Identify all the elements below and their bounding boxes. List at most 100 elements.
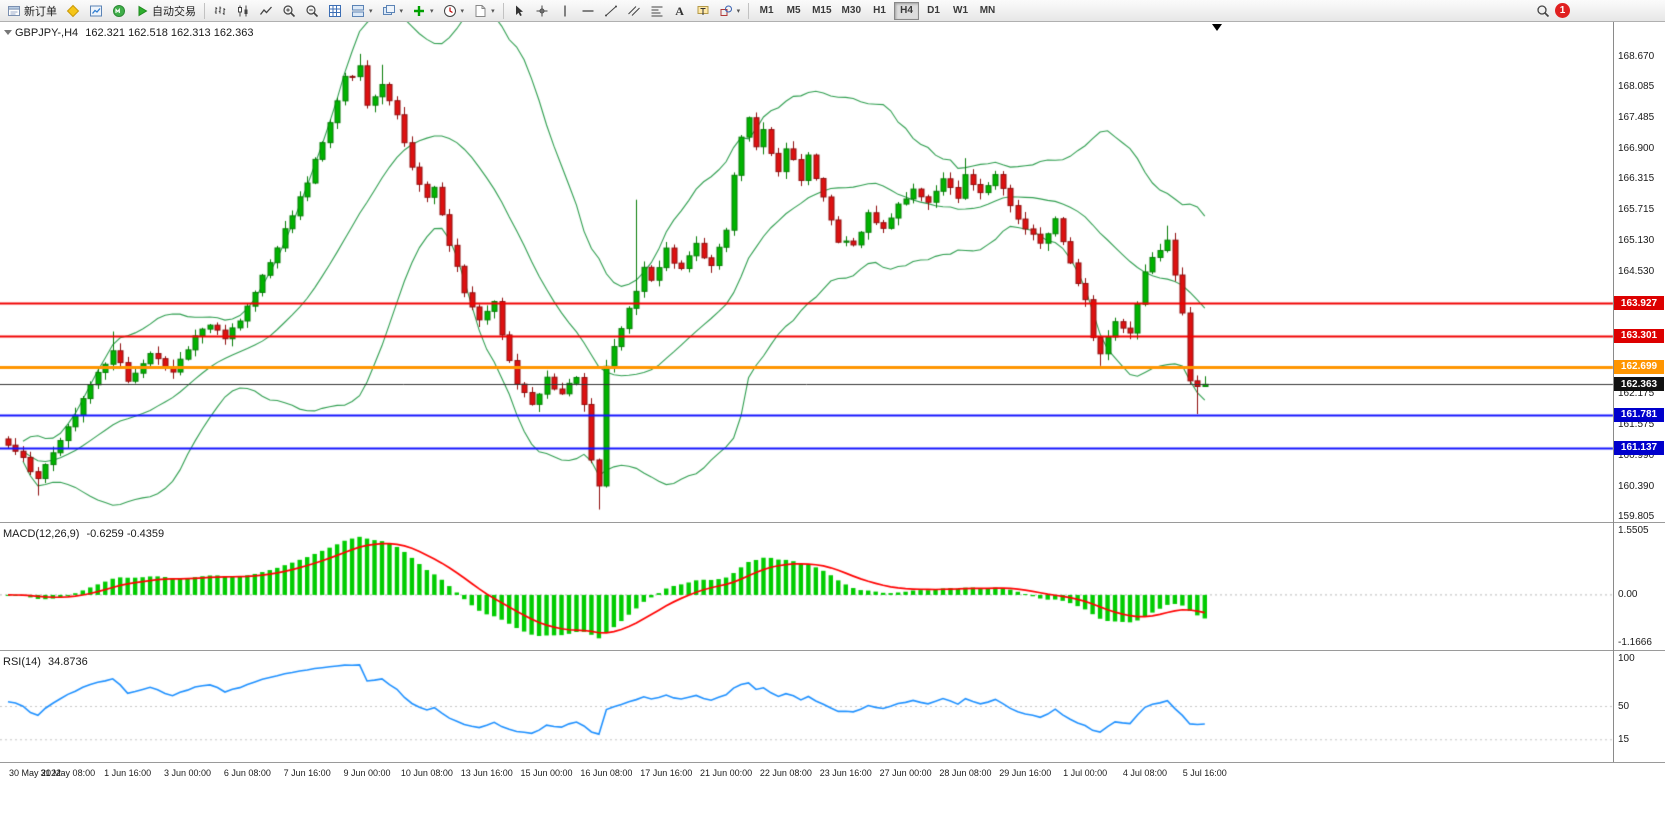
dropdown-caret: ▾ bbox=[736, 7, 741, 15]
templates-icon bbox=[475, 4, 486, 17]
search-button[interactable] bbox=[1532, 1, 1554, 21]
periods-clock-icon bbox=[443, 4, 456, 17]
trendline-icon bbox=[604, 5, 617, 16]
chart-shift-marker-icon[interactable] bbox=[1212, 24, 1222, 31]
shapes-button[interactable]: ▾ bbox=[715, 1, 745, 21]
time-axis-label: 29 Jun 16:00 bbox=[999, 768, 1052, 778]
timeframe-button-m15[interactable]: M15 bbox=[812, 5, 832, 16]
metaeditor-icon bbox=[66, 4, 80, 17]
tile-windows-button[interactable]: ▾ bbox=[347, 1, 377, 21]
dropdown-caret: ▾ bbox=[369, 7, 373, 15]
mql5-icon bbox=[113, 4, 125, 17]
templates-button[interactable]: ▾ bbox=[469, 1, 499, 21]
time-axis-label: 16 Jun 08:00 bbox=[580, 768, 633, 778]
zoom-out-button[interactable] bbox=[301, 1, 323, 21]
dropdown-caret: ▾ bbox=[460, 7, 465, 15]
time-axis-label: 3 Jun 00:00 bbox=[163, 768, 212, 778]
fibonacci-icon bbox=[651, 6, 663, 16]
time-axis-label: 27 Jun 00:00 bbox=[879, 768, 932, 778]
macd-values: -0.6259 -0.4359 bbox=[86, 528, 165, 540]
time-axis-label: 13 Jun 16:00 bbox=[460, 768, 513, 778]
panel-divider bbox=[0, 762, 1665, 763]
candlestick-chart-button[interactable] bbox=[232, 1, 254, 21]
auto-trading-button[interactable]: 自动交易 bbox=[131, 1, 200, 21]
grid-icon bbox=[329, 4, 341, 17]
add-indicator-button[interactable]: ▾ bbox=[408, 1, 438, 21]
add-indicator-icon bbox=[414, 5, 425, 16]
bar-chart-button[interactable] bbox=[209, 1, 231, 21]
time-axis-label: 23 Jun 16:00 bbox=[819, 768, 872, 778]
timeframe-button-h4[interactable]: H4 bbox=[894, 1, 919, 20]
cascade-windows-button[interactable]: ▾ bbox=[378, 1, 408, 21]
rsi-value: 34.8736 bbox=[47, 656, 88, 668]
zoom-in-icon bbox=[283, 4, 296, 17]
macd-panel-canvas[interactable] bbox=[0, 523, 1665, 650]
zoom-out-icon bbox=[306, 4, 319, 17]
dropdown-caret: ▾ bbox=[399, 7, 404, 15]
cursor-icon bbox=[515, 5, 523, 16]
timeframe-button-d1[interactable]: D1 bbox=[927, 5, 940, 16]
timeframe-group: M1 M5 M15 M30 H1 H4 D1 W1 MN bbox=[753, 1, 1001, 20]
time-axis-label: 21 Jun 00:00 bbox=[700, 768, 753, 778]
toolbar-separator bbox=[502, 2, 504, 19]
dropdown-caret: ▾ bbox=[491, 7, 495, 15]
search-icon bbox=[1537, 4, 1550, 17]
shapes-icon bbox=[720, 5, 732, 16]
timeframe-button-h1[interactable]: H1 bbox=[873, 5, 886, 16]
market-watch-icon bbox=[90, 5, 102, 16]
rsi-label: RSI(14) 34.8736 bbox=[3, 656, 88, 668]
grid-button[interactable] bbox=[324, 1, 346, 21]
timeframe-button-m30[interactable]: M30 bbox=[841, 5, 861, 16]
time-axis-label: 9 Jun 00:00 bbox=[343, 768, 391, 778]
time-axis-label: 1 Jun 16:00 bbox=[104, 768, 152, 778]
time-axis-label: 30 May 2022 bbox=[8, 768, 62, 778]
panel-divider[interactable] bbox=[0, 522, 1665, 523]
notification-badge[interactable]: 1 bbox=[1555, 3, 1570, 18]
metaeditor-button[interactable] bbox=[62, 1, 84, 21]
line-chart-icon bbox=[259, 6, 272, 15]
crosshair-button[interactable] bbox=[531, 1, 553, 21]
timeframe-button-w1[interactable]: W1 bbox=[953, 5, 968, 16]
trendline-button[interactable] bbox=[600, 1, 622, 21]
toolbar: 新订单 自动交易 bbox=[0, 0, 1665, 22]
rsi-panel-canvas[interactable] bbox=[0, 651, 1665, 762]
rsi-name: RSI(14) bbox=[3, 656, 41, 668]
text-button[interactable]: A bbox=[669, 1, 691, 21]
candlestick-chart-icon bbox=[238, 5, 248, 16]
vertical-line-button[interactable] bbox=[554, 1, 576, 21]
toolbar-separator bbox=[748, 2, 750, 19]
time-axis-label: 31 May 08:00 bbox=[40, 768, 96, 778]
symbol-info: GBPJPY-,H4 162.321 162.518 162.313 162.3… bbox=[15, 27, 253, 39]
cursor-button[interactable] bbox=[508, 1, 530, 21]
text-label-icon bbox=[697, 5, 709, 15]
new-order-button[interactable]: 新订单 bbox=[3, 1, 61, 21]
symbol-period-label: GBPJPY-,H4 bbox=[15, 27, 79, 39]
main-chart-canvas[interactable] bbox=[0, 22, 1665, 522]
time-axis-label: 22 Jun 08:00 bbox=[759, 768, 812, 778]
panel-divider[interactable] bbox=[0, 650, 1665, 651]
timeframe-button-m1[interactable]: M1 bbox=[759, 5, 774, 16]
vertical-line-icon bbox=[563, 5, 566, 16]
crosshair-icon bbox=[536, 5, 548, 16]
horizontal-line-button[interactable] bbox=[577, 1, 599, 21]
dropdown-caret: ▾ bbox=[430, 7, 434, 15]
time-axis-label: 10 Jun 08:00 bbox=[400, 768, 453, 778]
cascade-windows-icon bbox=[382, 4, 395, 15]
horizontal-line-icon bbox=[582, 9, 594, 12]
market-watch-button[interactable] bbox=[85, 1, 107, 21]
line-chart-button[interactable] bbox=[255, 1, 277, 21]
fibonacci-button[interactable] bbox=[646, 1, 668, 21]
auto-trading-icon bbox=[138, 5, 148, 16]
chart-area: GBPJPY-,H4 162.321 162.518 162.313 162.3… bbox=[0, 22, 1665, 826]
mql5-button[interactable] bbox=[108, 1, 130, 21]
timeframe-button-mn[interactable]: MN bbox=[979, 5, 996, 16]
text-label-button[interactable] bbox=[692, 1, 714, 21]
channel-button[interactable] bbox=[623, 1, 645, 21]
one-click-trading-toggle-icon[interactable] bbox=[4, 30, 12, 35]
periods-button[interactable]: ▾ bbox=[439, 1, 469, 21]
zoom-in-button[interactable] bbox=[278, 1, 300, 21]
timeframe-button-m5[interactable]: M5 bbox=[786, 5, 801, 16]
bar-chart-icon bbox=[214, 6, 226, 15]
auto-trading-label: 自动交易 bbox=[152, 5, 196, 18]
